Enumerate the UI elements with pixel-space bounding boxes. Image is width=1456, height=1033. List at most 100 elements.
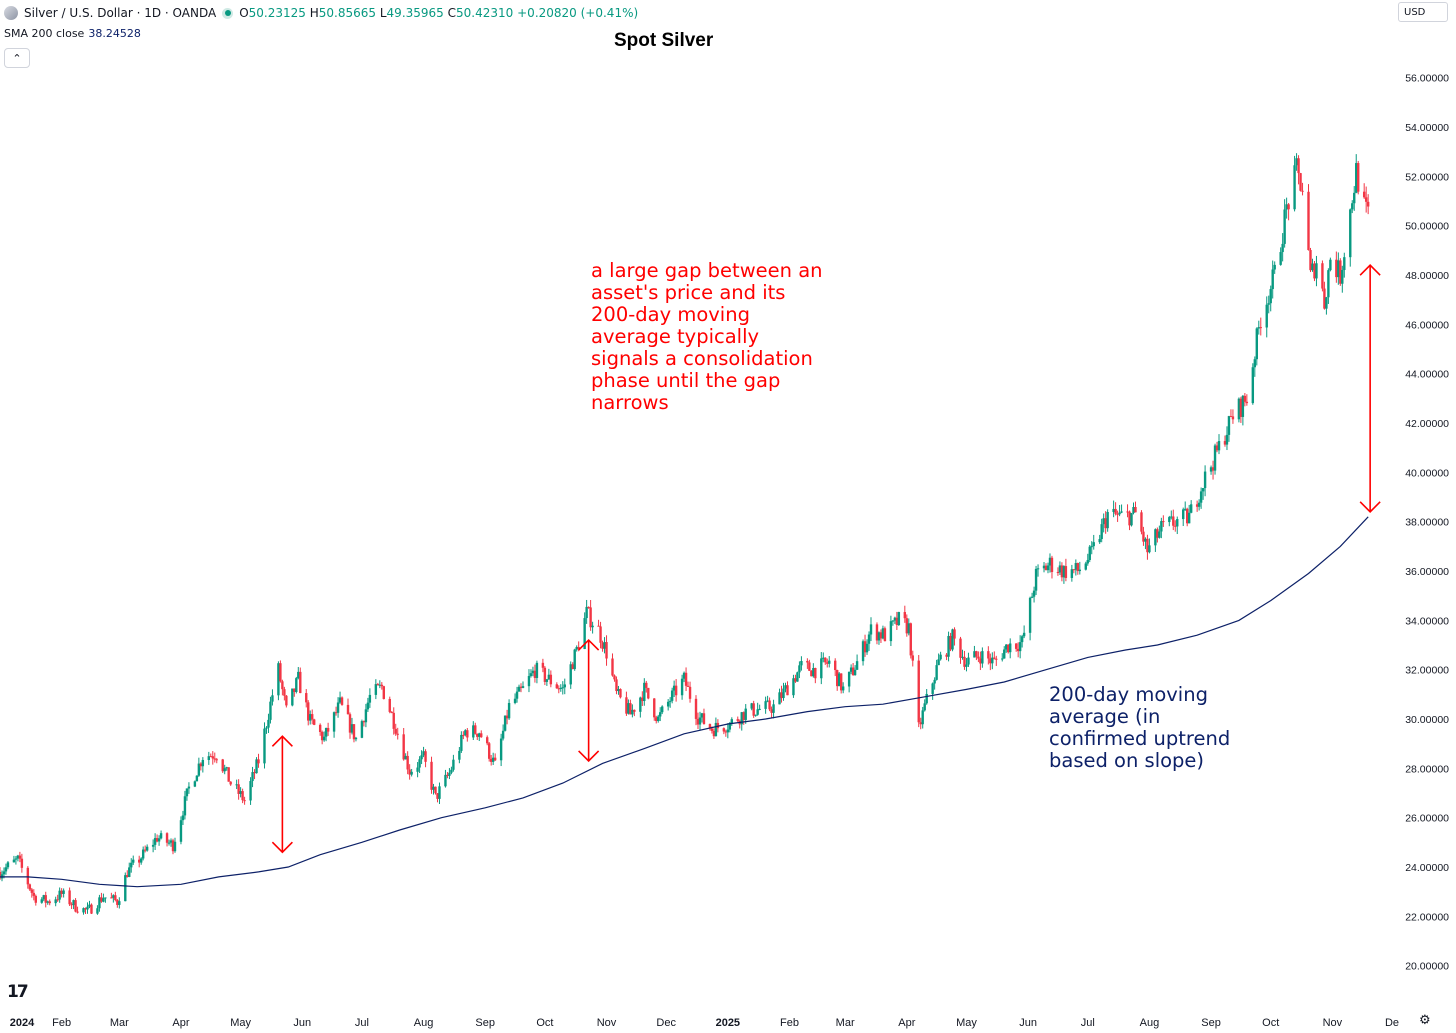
candle <box>754 714 757 717</box>
candle <box>20 853 24 873</box>
indicator-legend[interactable]: SMA 200 close 38.24528 <box>4 27 141 40</box>
candle-body <box>521 686 525 688</box>
currency-selector[interactable]: USD <box>1398 2 1448 22</box>
candle-body <box>903 612 907 619</box>
candle-body <box>686 685 690 687</box>
change-value: +0.20820 (+0.41%) <box>517 6 639 20</box>
candle-body <box>1323 288 1326 309</box>
candle <box>1231 409 1235 424</box>
candle-body <box>573 649 576 670</box>
candle-body <box>251 772 254 782</box>
indicator-name[interactable]: SMA 200 close <box>4 27 85 40</box>
candle <box>436 793 439 803</box>
y-tick-label: 24.00000 <box>1405 862 1449 874</box>
candle <box>1329 257 1332 272</box>
candle-body <box>30 889 34 893</box>
candle <box>18 851 22 863</box>
candle <box>666 699 670 711</box>
symbol-legend[interactable]: Silver / U.S. Dollar · 1D · OANDA O50.23… <box>4 4 638 22</box>
candle <box>993 651 996 660</box>
candle <box>420 750 423 765</box>
candle-body <box>28 884 32 890</box>
candle-body <box>1366 201 1370 207</box>
gap-arrow <box>1359 264 1381 513</box>
candle <box>1132 502 1135 515</box>
candle-body <box>768 700 771 710</box>
candle-body <box>1269 289 1272 304</box>
candle <box>253 769 256 780</box>
candle <box>213 752 216 763</box>
candle-body <box>1313 263 1316 279</box>
candle <box>58 887 61 903</box>
y-tick-label: 30.00000 <box>1405 714 1449 726</box>
candle-body <box>1293 165 1296 210</box>
candle-body <box>104 897 107 899</box>
candle-body <box>611 658 614 676</box>
candle <box>1172 509 1175 531</box>
silver-icon <box>4 6 18 20</box>
candle-body <box>1120 511 1123 513</box>
candle <box>211 751 214 765</box>
candle <box>46 900 49 905</box>
candle <box>378 680 382 689</box>
candle <box>249 777 252 805</box>
candle-body <box>869 624 873 635</box>
candle <box>215 757 218 764</box>
candle-body <box>529 673 533 677</box>
candle <box>1217 434 1221 455</box>
candle <box>1213 443 1217 475</box>
candle-body <box>1362 191 1366 198</box>
candle <box>750 702 753 711</box>
settings-icon[interactable]: ⚙ <box>1419 1013 1431 1028</box>
candle <box>619 688 622 699</box>
candle <box>615 676 618 695</box>
candle-body <box>1327 270 1330 298</box>
candle-body <box>0 871 2 879</box>
candle <box>786 681 789 696</box>
candle-body <box>1062 566 1066 578</box>
candle-body <box>1088 546 1091 560</box>
candle <box>167 839 171 846</box>
candle-body <box>249 781 252 801</box>
candle-body <box>1259 327 1262 329</box>
candle-body <box>277 663 280 696</box>
tradingview-logo[interactable]: 17 <box>7 982 29 1002</box>
candle-body <box>406 755 409 770</box>
symbol-name[interactable]: Silver / U.S. Dollar · 1D · OANDA <box>24 6 217 20</box>
candle-body <box>169 840 173 843</box>
candle <box>1323 281 1326 310</box>
candle <box>1237 397 1241 423</box>
candle <box>364 703 368 728</box>
candle-body <box>1225 434 1229 445</box>
ohlc-values: O50.23125 H50.85665 L49.35965 C50.42310 … <box>239 6 639 20</box>
candle <box>1257 320 1260 335</box>
candle-body <box>1074 563 1078 570</box>
candle <box>782 682 785 701</box>
candle <box>462 731 465 740</box>
y-tick-label: 34.00000 <box>1405 615 1449 627</box>
candle-body <box>478 733 481 737</box>
low-value: 49.35965 <box>386 6 444 20</box>
candle-body <box>571 664 574 670</box>
candle-body <box>466 730 469 738</box>
collapse-legend-button[interactable]: ⌃ <box>4 48 30 68</box>
candle-body <box>1245 401 1249 404</box>
candle <box>995 655 998 666</box>
candle <box>543 666 547 686</box>
candle <box>1309 247 1312 273</box>
candle-body <box>937 659 940 666</box>
candle-body <box>1285 204 1288 210</box>
candle <box>1046 562 1050 574</box>
candle-body <box>1092 542 1095 547</box>
market-status-icon[interactable] <box>222 7 234 19</box>
candle-body <box>271 695 274 702</box>
candle-body <box>680 678 684 696</box>
candle-body <box>561 687 564 689</box>
candle <box>239 787 242 798</box>
candle <box>1156 527 1159 543</box>
candle-body <box>151 844 155 847</box>
candle-body <box>285 695 288 706</box>
candle-body <box>1144 538 1147 542</box>
candle-body <box>378 684 382 686</box>
